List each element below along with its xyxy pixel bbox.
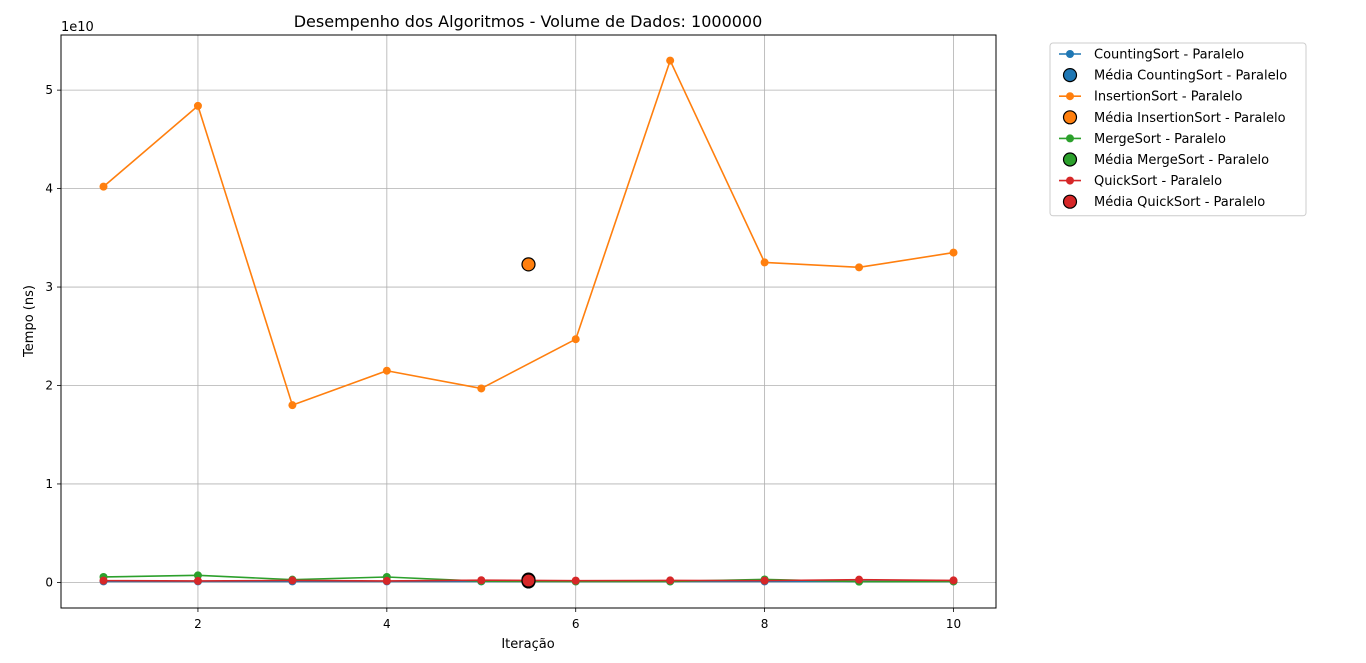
legend-box xyxy=(1049,42,1307,217)
axes: 2 4 6 8 10 0 1 2 3 4 5 xyxy=(45,83,961,631)
mean-marker-3 xyxy=(521,573,536,588)
legend-point-swatch xyxy=(1066,134,1074,143)
data-point xyxy=(193,571,202,580)
legend-label: Média InsertionSort - Paralelo xyxy=(1094,111,1286,126)
x-tick-label: 6 xyxy=(572,617,580,631)
data-point xyxy=(288,576,297,585)
legend-mean-swatch xyxy=(1062,194,1078,209)
series-layer xyxy=(99,56,958,586)
data-point xyxy=(99,182,108,191)
y-tick-label: 2 xyxy=(45,378,53,392)
x-axis-label: Iteração xyxy=(501,637,554,652)
legend: CountingSort - Paralelo Média CountingSor… xyxy=(1049,42,1307,217)
plot-frame xyxy=(60,34,997,609)
y-tick-label: 0 xyxy=(45,575,53,589)
legend-label: Média CountingSort - Paralelo xyxy=(1094,69,1287,84)
legend-label: QuickSort - Paralelo xyxy=(1094,174,1222,189)
y-offset-label: 1e10 xyxy=(61,20,94,35)
legend-mean-swatch xyxy=(1062,110,1078,125)
mean-marker-1 xyxy=(521,257,536,272)
grid-lines xyxy=(61,35,996,608)
legend-label: InsertionSort - Paralelo xyxy=(1094,90,1242,105)
data-point xyxy=(99,576,108,585)
data-point xyxy=(855,575,864,584)
y-tick-label: 5 xyxy=(45,83,53,97)
y-axis-label: Tempo (ns) xyxy=(22,285,37,358)
data-point xyxy=(666,56,675,65)
legend-point-swatch xyxy=(1066,50,1074,58)
x-tick-label: 10 xyxy=(946,617,961,631)
legend-label: CountingSort - Paralelo xyxy=(1094,48,1244,63)
y-tick-label: 3 xyxy=(45,280,53,294)
chart-title: Desempenho dos Algoritmos - Volume de Da… xyxy=(294,12,763,31)
data-point xyxy=(571,335,580,344)
mean-markers xyxy=(521,257,536,589)
legend-mean-swatch xyxy=(1062,152,1078,167)
series-line-1 xyxy=(102,59,954,406)
legend-point-swatch xyxy=(1066,176,1074,185)
data-point xyxy=(571,576,580,585)
data-point xyxy=(855,263,864,272)
data-point xyxy=(477,384,486,393)
data-point xyxy=(193,101,202,110)
legend-point-swatch xyxy=(1066,92,1074,101)
y-tick-label: 1 xyxy=(45,477,53,491)
legend-label: Média QuickSort - Paralelo xyxy=(1094,195,1265,210)
data-point xyxy=(949,576,958,585)
x-tick-label: 4 xyxy=(383,617,391,631)
x-tick-label: 2 xyxy=(194,617,202,631)
legend-label: Média MergeSort - Paralelo xyxy=(1094,153,1269,168)
data-point xyxy=(382,576,391,585)
data-point xyxy=(666,576,675,585)
data-point xyxy=(477,576,486,585)
data-point xyxy=(193,576,202,585)
legend-mean-swatch xyxy=(1062,67,1078,83)
data-point xyxy=(949,248,958,257)
data-point xyxy=(288,401,297,410)
x-tick-label: 8 xyxy=(761,617,769,631)
data-point xyxy=(760,258,769,267)
y-tick-label: 4 xyxy=(45,182,53,196)
data-point xyxy=(382,366,391,375)
data-point xyxy=(760,576,769,585)
legend-label: MergeSort - Paralelo xyxy=(1094,132,1226,147)
